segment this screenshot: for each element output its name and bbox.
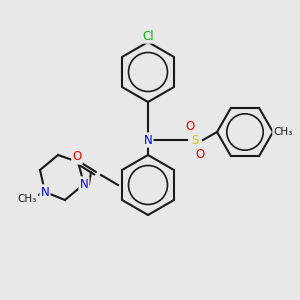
- Text: N: N: [80, 178, 88, 190]
- Text: O: O: [185, 119, 195, 133]
- Text: CH₃: CH₃: [17, 194, 37, 204]
- Text: Cl: Cl: [142, 29, 154, 43]
- Text: N: N: [144, 134, 152, 146]
- Text: S: S: [191, 134, 199, 146]
- Text: O: O: [72, 151, 82, 164]
- Text: N: N: [40, 185, 50, 199]
- Text: O: O: [195, 148, 205, 160]
- Text: CH₃: CH₃: [273, 127, 292, 137]
